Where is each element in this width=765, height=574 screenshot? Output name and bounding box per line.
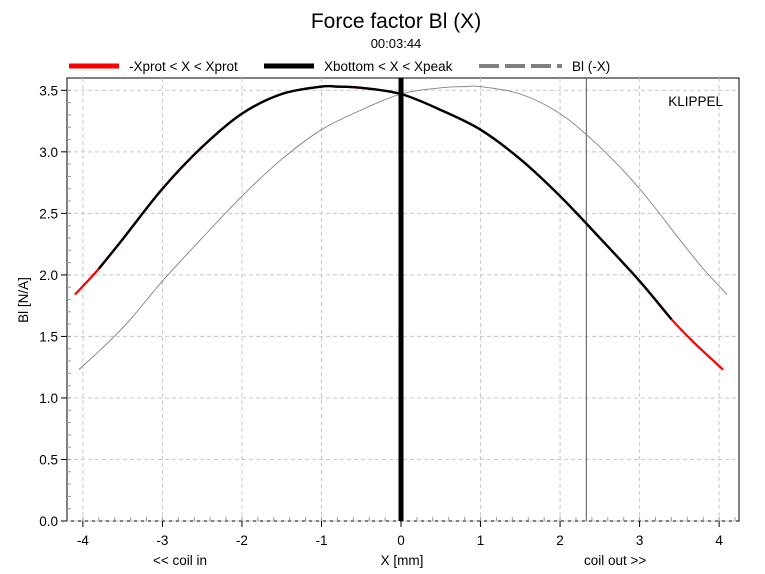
- x-tick-label: 0: [397, 533, 405, 548]
- x-tick-label: -2: [236, 533, 248, 548]
- chart-title: Force factor Bl (X): [311, 10, 481, 33]
- x-tick-label: 1: [477, 533, 485, 548]
- legend-label-xprot: -Xprot < X < Xprot: [129, 59, 238, 74]
- x-tick-label: -3: [156, 533, 168, 548]
- x-tick-label: 3: [636, 533, 644, 548]
- x-tick-label: 4: [715, 533, 723, 548]
- y-tick-label: 3.5: [39, 83, 58, 98]
- coil-out-label: coil out >>: [584, 553, 646, 568]
- minor-ticks: [61, 89, 736, 527]
- y-tick-labels: 0.0 0.5 1.0 1.5 2.0 2.5 3.0 3.5: [39, 83, 58, 529]
- series-xbottom-black: [97, 84, 673, 320]
- vertical-markers: [398, 78, 587, 521]
- chart-subtitle: 00:03:44: [371, 36, 422, 51]
- legend-label-bl-minus-x: Bl (-X): [572, 59, 610, 74]
- x-tick-label: 2: [556, 533, 564, 548]
- y-tick-label: 1.0: [39, 391, 58, 406]
- legend: -Xprot < X < Xprot Xbottom < X < Xpeak B…: [69, 59, 610, 74]
- y-tick-label: 1.5: [39, 329, 58, 344]
- legend-label-xbottom: Xbottom < X < Xpeak: [324, 59, 453, 74]
- y-tick-label: 3.0: [39, 145, 58, 160]
- x-tick-label: -1: [315, 533, 327, 548]
- x-tick-labels: -4 -3 -2 -1 0 1 2 3 4: [77, 533, 723, 548]
- y-tick-label: 0.0: [39, 514, 58, 529]
- series-bl-minus-x-gray: [78, 85, 728, 370]
- x-tick-label: -4: [77, 533, 89, 548]
- y-tick-label: 0.5: [39, 452, 58, 467]
- y-axis-label: Bl [N/A]: [16, 277, 31, 323]
- coil-in-label: << coil in: [153, 553, 207, 568]
- watermark-klippel: KLIPPEL: [668, 94, 723, 109]
- series-layer: [74, 84, 728, 371]
- x-axis-label: X [mm]: [381, 553, 424, 568]
- y-tick-label: 2.5: [39, 206, 58, 221]
- y-tick-label: 2.0: [39, 268, 58, 283]
